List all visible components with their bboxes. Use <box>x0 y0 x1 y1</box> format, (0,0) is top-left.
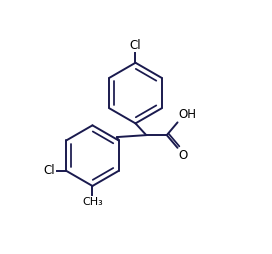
Text: Cl: Cl <box>130 39 141 52</box>
Text: Cl: Cl <box>44 164 55 177</box>
Text: CH₃: CH₃ <box>82 197 103 207</box>
Text: O: O <box>178 149 188 162</box>
Text: OH: OH <box>178 108 196 121</box>
